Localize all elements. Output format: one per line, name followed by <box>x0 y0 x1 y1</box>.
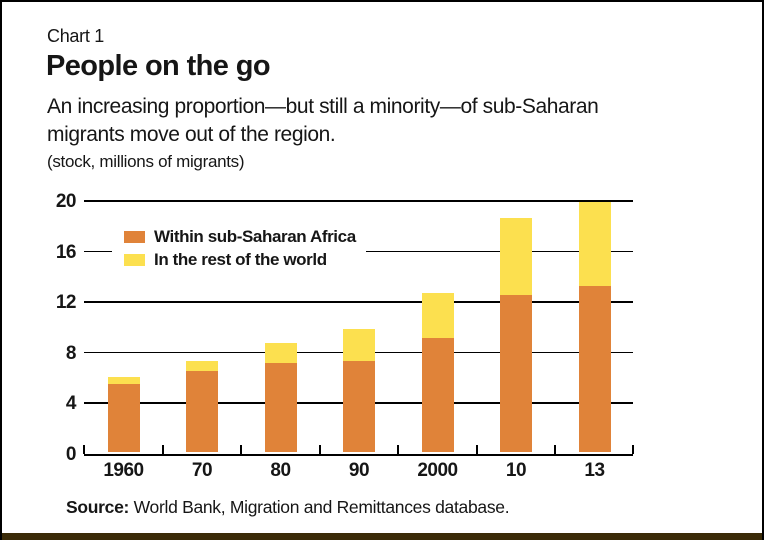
x-axis-tick <box>397 445 400 454</box>
bar-10-within-segment <box>500 295 532 452</box>
x-tick-label-90: 90 <box>348 460 370 481</box>
bar-10-rest-segment <box>500 217 532 296</box>
bar-2000-rest-segment <box>421 292 454 339</box>
bar-80 <box>264 343 297 452</box>
chart-legend: Within sub-Saharan Africa In the rest of… <box>112 224 366 275</box>
x-tick-label-10: 10 <box>505 460 527 481</box>
x-axis-tick <box>83 445 85 454</box>
bar-13-rest-segment <box>578 201 611 287</box>
legend-item-rest: In the rest of the world <box>124 250 356 270</box>
legend-swatch-within <box>124 231 145 243</box>
x-tick-label-70: 70 <box>191 460 213 481</box>
legend-swatch-rest <box>124 254 145 266</box>
bar-90 <box>343 329 375 452</box>
source-text: World Bank, Migration and Remittances da… <box>129 497 510 517</box>
legend-label-rest: In the rest of the world <box>154 250 327 269</box>
gridline-12 <box>84 301 633 303</box>
chart-number-label: Chart 1 <box>47 26 104 46</box>
x-axis-tick <box>240 445 243 454</box>
subtitle-line-2: migrants move out of the region. <box>47 123 336 146</box>
x-axis-tick <box>475 445 478 454</box>
x-tick-label-2000: 2000 <box>417 460 458 481</box>
bar-2000-within-segment <box>421 338 454 452</box>
source-label: Source: <box>66 497 130 517</box>
source-note: Source: World Bank, Migration and Remitt… <box>66 497 510 518</box>
y-axis-labels: 0 4 8 12 16 20 <box>30 192 77 464</box>
y-tick-label-20: 20 <box>55 191 77 212</box>
bottom-rule <box>2 533 762 540</box>
subtitle-line-1: An increasing proportion—but still a min… <box>47 95 599 118</box>
x-axis-tick <box>554 445 557 454</box>
bar-70-within-segment <box>186 371 218 452</box>
x-tick-label-13: 13 <box>584 460 605 481</box>
axis-units-label: (stock, millions of migrants) <box>47 152 245 171</box>
bar-90-rest-segment <box>343 329 375 361</box>
bar-1960-rest-segment <box>107 377 140 384</box>
x-axis-tick <box>161 445 164 454</box>
gridline-20 <box>84 200 633 202</box>
x-tick-label-80: 80 <box>270 460 291 481</box>
x-axis-tick <box>632 445 634 454</box>
plot-area <box>83 200 634 456</box>
legend-item-within: Within sub-Saharan Africa <box>124 227 356 247</box>
bar-2000 <box>421 292 454 452</box>
bar-13 <box>578 201 611 452</box>
bar-13-within-segment <box>578 286 611 452</box>
bar-80-rest-segment <box>264 343 297 364</box>
y-tick-label-8: 8 <box>65 342 77 364</box>
bar-10 <box>500 217 532 452</box>
y-tick-label-12: 12 <box>55 292 77 314</box>
legend-label-within: Within sub-Saharan Africa <box>154 227 356 246</box>
chart-subtitle: An increasing proportion—but still a min… <box>47 93 599 149</box>
y-tick-label-16: 16 <box>55 241 77 263</box>
bar-70-rest-segment <box>186 360 218 372</box>
chart-title: People on the go <box>46 50 271 82</box>
y-tick-label-0: 0 <box>65 444 77 465</box>
x-axis-labels: 1960 70 80 90 2000 10 13 <box>84 460 633 484</box>
bar-1960 <box>107 377 140 452</box>
x-axis-tick <box>318 445 321 454</box>
bar-70 <box>186 360 218 452</box>
bar-90-within-segment <box>343 360 375 452</box>
x-tick-label-1960: 1960 <box>103 460 144 481</box>
bar-1960-within-segment <box>107 383 140 452</box>
gridline-0 <box>84 454 633 456</box>
bar-80-within-segment <box>264 363 297 452</box>
y-tick-label-4: 4 <box>65 393 77 415</box>
